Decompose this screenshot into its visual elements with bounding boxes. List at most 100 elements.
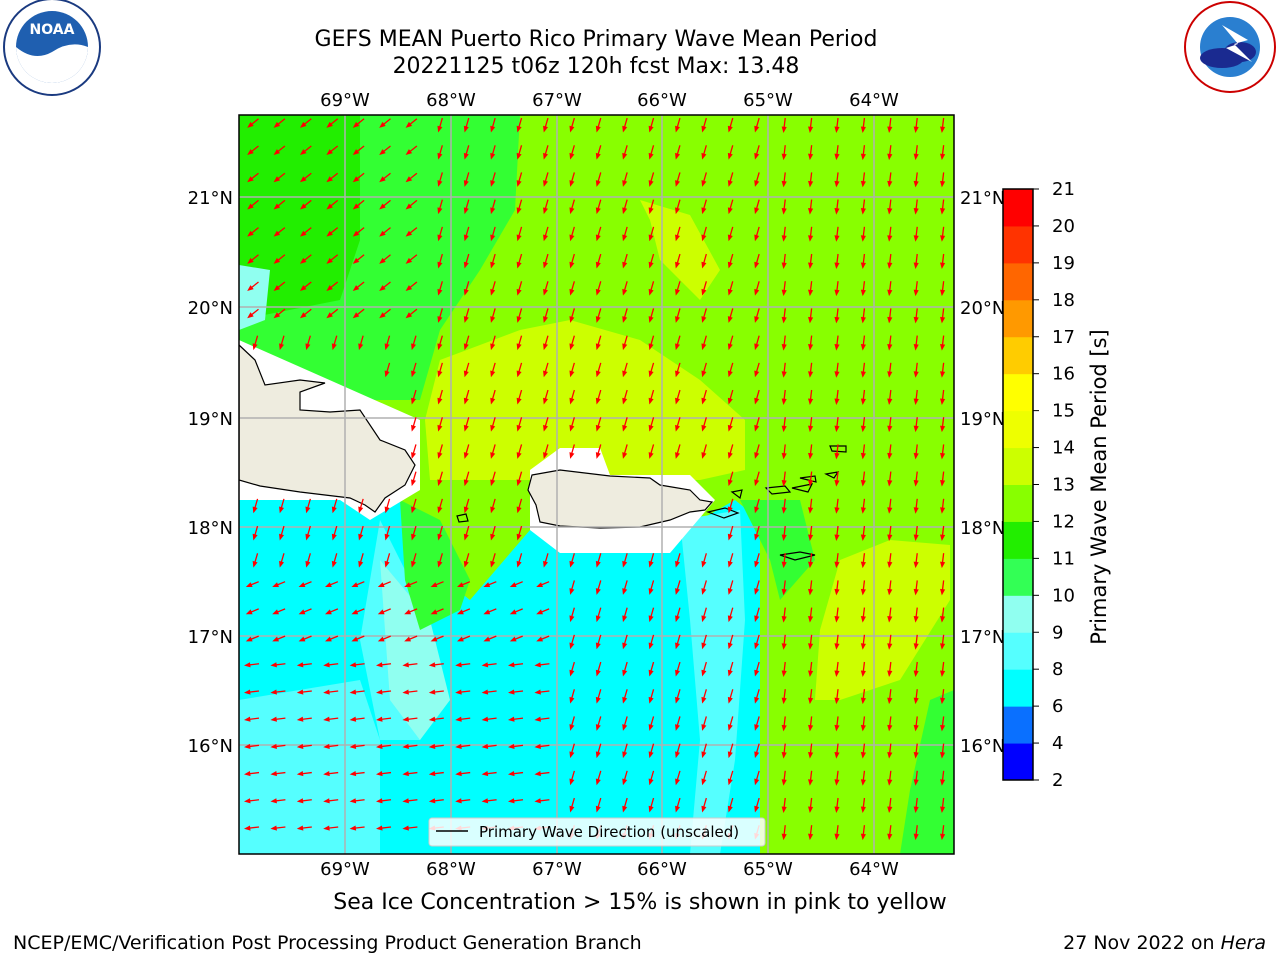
wave-arrow-head	[379, 203, 386, 210]
wave-arrow-head	[349, 825, 357, 831]
wave-arrow-head	[490, 316, 496, 323]
wave-arrow-head	[701, 452, 707, 459]
wave-arrow-head	[463, 316, 469, 323]
wave-arrow-head	[516, 316, 522, 323]
wave-arrow-head	[273, 176, 281, 183]
wave-arrow-head	[913, 697, 919, 705]
wave-arrow-head	[405, 121, 413, 128]
wave-arrow-head	[402, 771, 409, 777]
wave-arrow-head	[675, 669, 680, 677]
wave-arrow-head	[727, 397, 733, 405]
wave-arrow-head	[860, 616, 866, 623]
wave-arrow-head	[326, 149, 333, 156]
wave-arrow-head	[463, 370, 469, 378]
wave-arrow-head	[270, 689, 277, 695]
lat-label: 17°N	[960, 627, 1005, 648]
colorbar-tick-label: 13	[1052, 475, 1075, 496]
wave-arrow-head	[326, 312, 333, 319]
wave-arrow-head	[648, 343, 654, 351]
wave-arrow-head	[536, 582, 543, 588]
wave-arrow-head	[675, 316, 680, 323]
wave-arrow-head	[860, 153, 866, 161]
wave-arrow-head	[940, 806, 946, 813]
wave-arrow-head	[622, 261, 628, 269]
wave-arrow-head	[701, 261, 707, 269]
wave-arrow-head	[379, 257, 386, 264]
wave-arrow-head	[648, 288, 654, 296]
wave-arrow-head	[490, 234, 496, 242]
wave-arrow-head	[940, 697, 946, 705]
wave-arrow-head	[481, 771, 489, 777]
wave-arrow-head	[648, 125, 654, 133]
wave-arrow-head	[648, 724, 654, 731]
wave-arrow-head	[834, 452, 840, 460]
wave-arrow-head	[913, 262, 919, 269]
wave-arrow-head	[411, 370, 416, 378]
wave-arrow-head	[490, 452, 496, 459]
wave-arrow-head	[808, 643, 814, 650]
wave-arrow-head	[913, 561, 919, 569]
wave-arrow-head	[940, 561, 946, 569]
colorbar-segment	[1003, 632, 1033, 670]
wave-arrow-head	[437, 479, 443, 487]
wave-arrow-head	[352, 203, 360, 210]
wave-arrow-head	[543, 234, 548, 242]
wave-arrow-head	[727, 234, 733, 242]
wave-arrow-head	[887, 126, 893, 133]
wave-arrow-head	[323, 716, 330, 722]
wave-arrow-head	[754, 642, 760, 650]
wave-arrow-head	[273, 149, 281, 156]
wave-arrow-head	[675, 642, 680, 650]
wave-arrow-head	[384, 370, 390, 378]
wave-arrow-head	[913, 316, 919, 324]
wave-arrow-head	[405, 176, 413, 183]
colorbar-segment	[1003, 484, 1033, 522]
wave-arrow-head	[648, 234, 654, 242]
wave-arrow-head	[516, 152, 522, 160]
colorbar-tick-label: 11	[1052, 548, 1075, 569]
wave-arrow-head	[701, 207, 707, 215]
wave-arrow-head	[411, 452, 416, 459]
colorbar-tick-label: 14	[1052, 438, 1075, 459]
wave-arrow-head	[331, 533, 337, 541]
wave-arrow-head	[860, 208, 866, 215]
wave-arrow-head	[754, 370, 760, 378]
colorbar-tick-label: 12	[1052, 511, 1075, 532]
wave-arrow-head	[940, 180, 946, 188]
wave-arrow-head	[701, 343, 707, 351]
wave-arrow-head	[358, 533, 364, 541]
wave-arrow-head	[411, 479, 416, 487]
lon-label: 68°W	[426, 90, 476, 111]
wave-arrow-head	[404, 609, 411, 615]
wave-arrow-head	[245, 582, 253, 588]
wave-arrow-head	[508, 798, 515, 804]
wave-arrow-head	[887, 452, 893, 460]
wave-arrow-head	[727, 615, 733, 623]
wave-arrow-head	[296, 771, 304, 777]
wave-arrow-head	[834, 316, 840, 324]
wave-arrow-head	[437, 288, 443, 296]
wave-arrow-head	[860, 752, 866, 759]
wave-arrow-head	[379, 176, 386, 183]
lat-label: 20°N	[960, 298, 1005, 319]
wave-arrow-head	[860, 480, 866, 487]
wave-arrow-head	[675, 152, 680, 160]
wave-arrow-head	[516, 261, 522, 269]
wave-arrow-head	[296, 743, 304, 749]
wave-arrow-head	[860, 126, 866, 133]
wave-arrow-head	[595, 724, 601, 731]
wave-arrow-head	[376, 662, 383, 668]
wave-arrow-head	[455, 716, 462, 722]
wave-arrow-head	[244, 716, 251, 722]
wave-arrow-head	[834, 262, 840, 269]
wave-arrow-head	[808, 371, 814, 378]
wave-arrow-head	[508, 771, 515, 777]
wave-arrow-head	[913, 180, 919, 188]
wave-arrow-head	[808, 289, 814, 297]
wave-arrow-head	[543, 125, 548, 133]
wave-arrow-head	[622, 588, 628, 595]
wave-arrow-head	[860, 697, 866, 705]
wave-arrow-head	[701, 152, 707, 160]
wave-arrow-head	[808, 507, 814, 514]
wave-arrow-head	[622, 452, 628, 459]
